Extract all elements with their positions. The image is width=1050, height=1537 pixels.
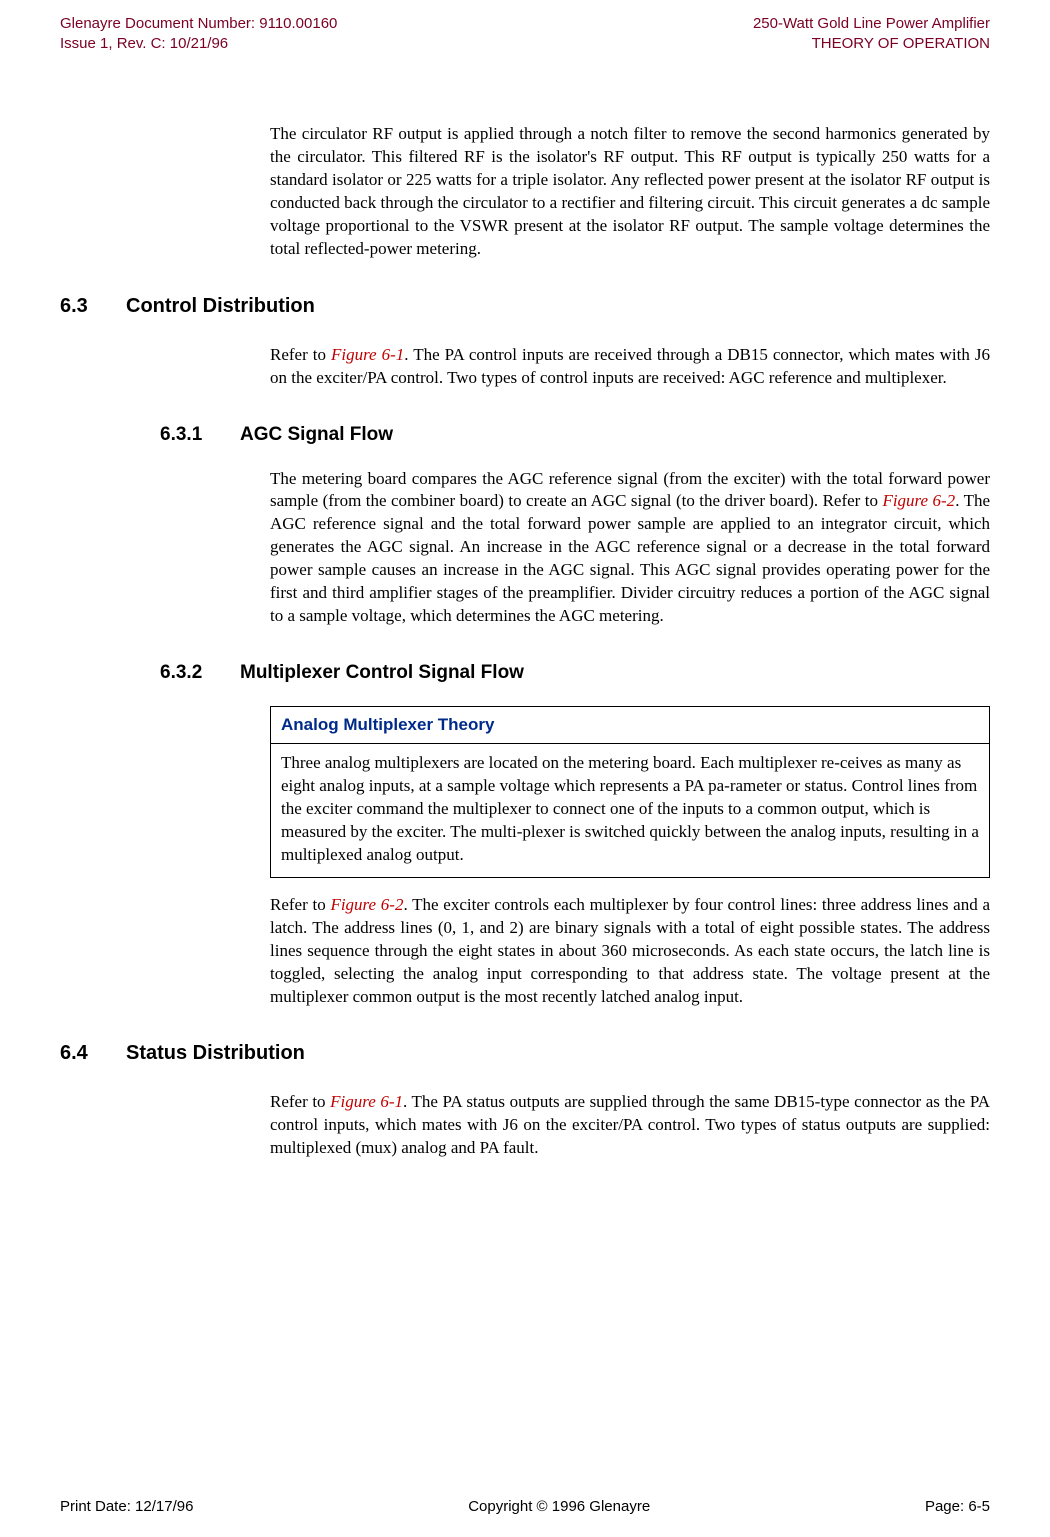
intro-paragraph: The circulator RF output is applied thro… — [270, 123, 990, 261]
section-number: 6.4 — [60, 1042, 126, 1065]
chapter-title: THEORY OF OPERATION — [753, 34, 990, 54]
section-number: 6.3 — [60, 295, 126, 318]
print-date: Print Date: 12/17/96 — [60, 1498, 193, 1515]
subsection-6-3-2-heading: 6.3.2 Multiplexer Control Signal Flow — [160, 662, 990, 684]
callout-body: Three analog multiplexers are located on… — [271, 744, 989, 877]
copyright: Copyright © 1996 Glenayre — [468, 1498, 650, 1515]
page-footer: Print Date: 12/17/96 Copyright © 1996 Gl… — [60, 1498, 990, 1515]
text-post: . The AGC reference signal and the total… — [270, 491, 990, 625]
section-6-4-body: Refer to Figure 6-1. The PA status outpu… — [270, 1091, 990, 1160]
doc-number: Glenayre Document Number: 9110.00160 — [60, 14, 337, 34]
page-number: Page: 6-5 — [925, 1498, 990, 1515]
section-title: Status Distribution — [126, 1042, 305, 1065]
subsection-number: 6.3.2 — [160, 662, 240, 684]
callout-box: Analog Multiplexer Theory Three analog m… — [270, 706, 990, 878]
product-title: 250-Watt Gold Line Power Amplifier — [753, 14, 990, 34]
text-pre: Refer to — [270, 345, 331, 364]
callout-title: Analog Multiplexer Theory — [271, 707, 989, 744]
subsection-6-3-1-body: The metering board compares the AGC refe… — [270, 468, 990, 629]
subsection-6-3-1-heading: 6.3.1 AGC Signal Flow — [160, 424, 990, 446]
text-pre: Refer to — [270, 1092, 330, 1111]
page-header: Glenayre Document Number: 9110.00160 Iss… — [60, 14, 990, 53]
subsection-title: AGC Signal Flow — [240, 424, 393, 446]
text-pre: Refer to — [270, 895, 330, 914]
figure-reference: Figure 6-1 — [331, 345, 404, 364]
figure-reference: Figure 6-1 — [330, 1092, 403, 1111]
section-6-4-heading: 6.4 Status Distribution — [60, 1042, 990, 1065]
section-6-3-heading: 6.3 Control Distribution — [60, 295, 990, 318]
figure-reference: Figure 6-2 — [330, 895, 403, 914]
subsection-6-3-2-body: Refer to Figure 6-2. The exciter control… — [270, 894, 990, 1009]
subsection-number: 6.3.1 — [160, 424, 240, 446]
issue-rev: Issue 1, Rev. C: 10/21/96 — [60, 34, 337, 54]
section-6-3-intro: Refer to Figure 6-1. The PA control inpu… — [270, 344, 990, 390]
header-right: 250-Watt Gold Line Power Amplifier THEOR… — [753, 14, 990, 53]
section-title: Control Distribution — [126, 295, 315, 318]
figure-reference: Figure 6-2 — [882, 491, 955, 510]
header-left: Glenayre Document Number: 9110.00160 Iss… — [60, 14, 337, 53]
subsection-title: Multiplexer Control Signal Flow — [240, 662, 524, 684]
